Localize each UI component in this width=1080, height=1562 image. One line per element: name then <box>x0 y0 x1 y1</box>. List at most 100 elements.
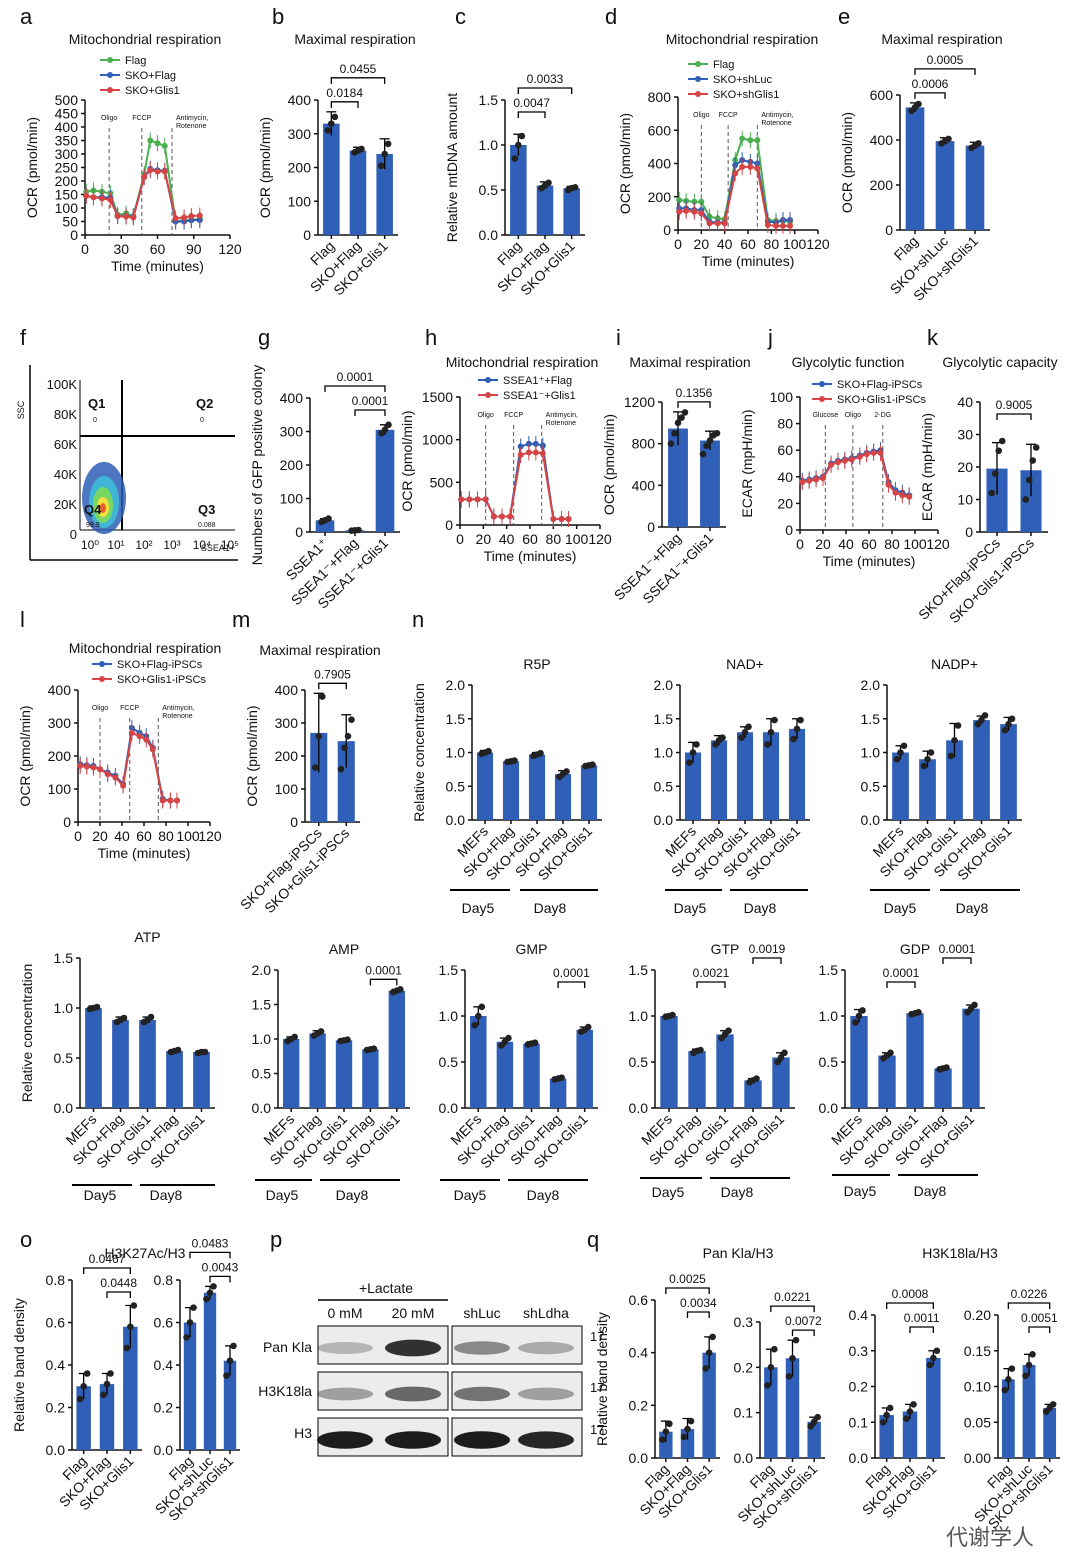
x-tick-label: 30 <box>113 241 129 257</box>
data-point <box>807 1422 814 1430</box>
y-axis-label: OCR (pmol/min) <box>839 112 855 213</box>
blot-row-label: Pan Kla <box>263 1339 312 1355</box>
blot-lactate-label: +Lactate <box>359 1280 413 1296</box>
data-point <box>951 737 958 744</box>
y-tick-label: 450 <box>55 106 79 122</box>
legend-marker <box>485 377 491 383</box>
y-tick-label: 500 <box>55 92 79 108</box>
y-tick-label: 200 <box>48 748 72 764</box>
data-point <box>1008 1365 1016 1372</box>
n-day8-label: Day8 <box>956 900 989 916</box>
legend-label: Flag <box>125 55 146 67</box>
y-axis-label: Relative concentration <box>411 683 427 822</box>
data-point <box>856 453 863 460</box>
panel-letter-h: h <box>425 325 437 350</box>
x-tick-label: 120 <box>198 828 222 844</box>
y-tick-label: 0 <box>303 227 311 243</box>
data-point <box>848 456 855 463</box>
injection-label: FCCP <box>504 412 523 419</box>
y-tick-label: 200 <box>870 177 894 193</box>
y-tick-label: 0.4 <box>154 1357 174 1373</box>
chart-q3: 0.00.10.20.30.4FlagSKO+FlagSKO+Glis10.00… <box>849 1287 945 1521</box>
data-point <box>83 1370 91 1377</box>
y-tick-label: 0.6 <box>629 1292 649 1308</box>
panel-letter-i: i <box>616 325 621 350</box>
data-point <box>584 1023 592 1031</box>
watermark: 代谢学人 <box>946 1525 1034 1550</box>
data-point <box>814 1413 821 1421</box>
data-point <box>732 162 739 169</box>
data-point <box>698 210 705 217</box>
data-point <box>971 1001 978 1009</box>
p-value: 0.1356 <box>676 386 713 400</box>
x-tick-label: 0 <box>796 536 804 552</box>
data-point <box>83 763 90 770</box>
y-tick-label: 2.0 <box>252 962 272 978</box>
data-point <box>713 429 721 437</box>
p-value: 0.0448 <box>100 1276 137 1290</box>
y-tick-label: 1.0 <box>439 1008 459 1024</box>
bar <box>309 1033 326 1108</box>
n-day5-label: Day5 <box>84 1187 117 1203</box>
data-point <box>981 712 989 719</box>
y-tick-label: 400 <box>632 477 656 493</box>
y-tick-label: 0.6 <box>46 1315 66 1331</box>
y-tick-label: 0 <box>63 814 71 830</box>
bar <box>99 1384 115 1450</box>
chart-title: ATP <box>134 929 160 945</box>
data-point <box>764 741 771 748</box>
data-point <box>897 749 904 756</box>
blot-col-3: shLdha <box>523 1305 569 1321</box>
bar <box>510 145 527 235</box>
data-point <box>698 198 705 205</box>
y-tick-label: 1.5 <box>819 962 839 978</box>
bar <box>193 1052 210 1108</box>
x-tick-label: 40 <box>114 828 130 844</box>
flow-xlabel: SSEA1+ <box>201 543 235 553</box>
bar <box>337 741 355 822</box>
data-point <box>507 513 514 520</box>
y-tick-label: 0.2 <box>734 1359 754 1375</box>
data-point <box>683 207 690 214</box>
p-value: 0.0001 <box>337 370 374 384</box>
y-tick-label: 0.0 <box>734 1450 754 1466</box>
data-point <box>188 213 195 220</box>
data-point <box>230 1342 237 1350</box>
data-point <box>689 749 697 756</box>
data-point <box>706 220 713 227</box>
significance-bracket <box>369 978 398 986</box>
significance-bracket <box>106 1291 131 1298</box>
legend-marker <box>107 57 113 63</box>
chart-n-gmp: 0.00.51.01.5GMPMEFsSKO+FlagSKO+Glis1SKO+… <box>439 941 598 1171</box>
data-point <box>174 797 180 804</box>
data-point <box>714 220 721 227</box>
data-point <box>130 1302 138 1309</box>
blot-band <box>317 1387 373 1401</box>
flow-q2-value: 0 <box>200 417 204 424</box>
data-point <box>532 449 539 456</box>
data-point <box>324 127 332 134</box>
data-point <box>226 1357 234 1365</box>
data-point <box>344 732 352 740</box>
bar <box>502 761 520 820</box>
y-tick-label: 0.5 <box>446 778 466 794</box>
x-tick-label: 20 <box>476 531 492 547</box>
flow-xtick: 10³ <box>163 538 180 552</box>
data-point <box>112 774 119 781</box>
y-tick-label: 0.5 <box>54 1050 74 1066</box>
blot-band <box>518 1341 574 1355</box>
y-tick-label: 200 <box>55 173 79 189</box>
data-point <box>474 496 481 503</box>
y-tick-label: 1000 <box>422 432 453 448</box>
data-point <box>183 1334 190 1341</box>
data-point <box>785 1373 793 1380</box>
flow-q1-value: 0 <box>93 417 97 424</box>
y-tick-label: 0.0 <box>849 1450 869 1466</box>
significance-bracket <box>517 87 573 94</box>
blot-band <box>454 1386 510 1402</box>
data-point <box>206 1289 214 1297</box>
y-axis-label: OCR (pmol/min) <box>244 705 260 806</box>
